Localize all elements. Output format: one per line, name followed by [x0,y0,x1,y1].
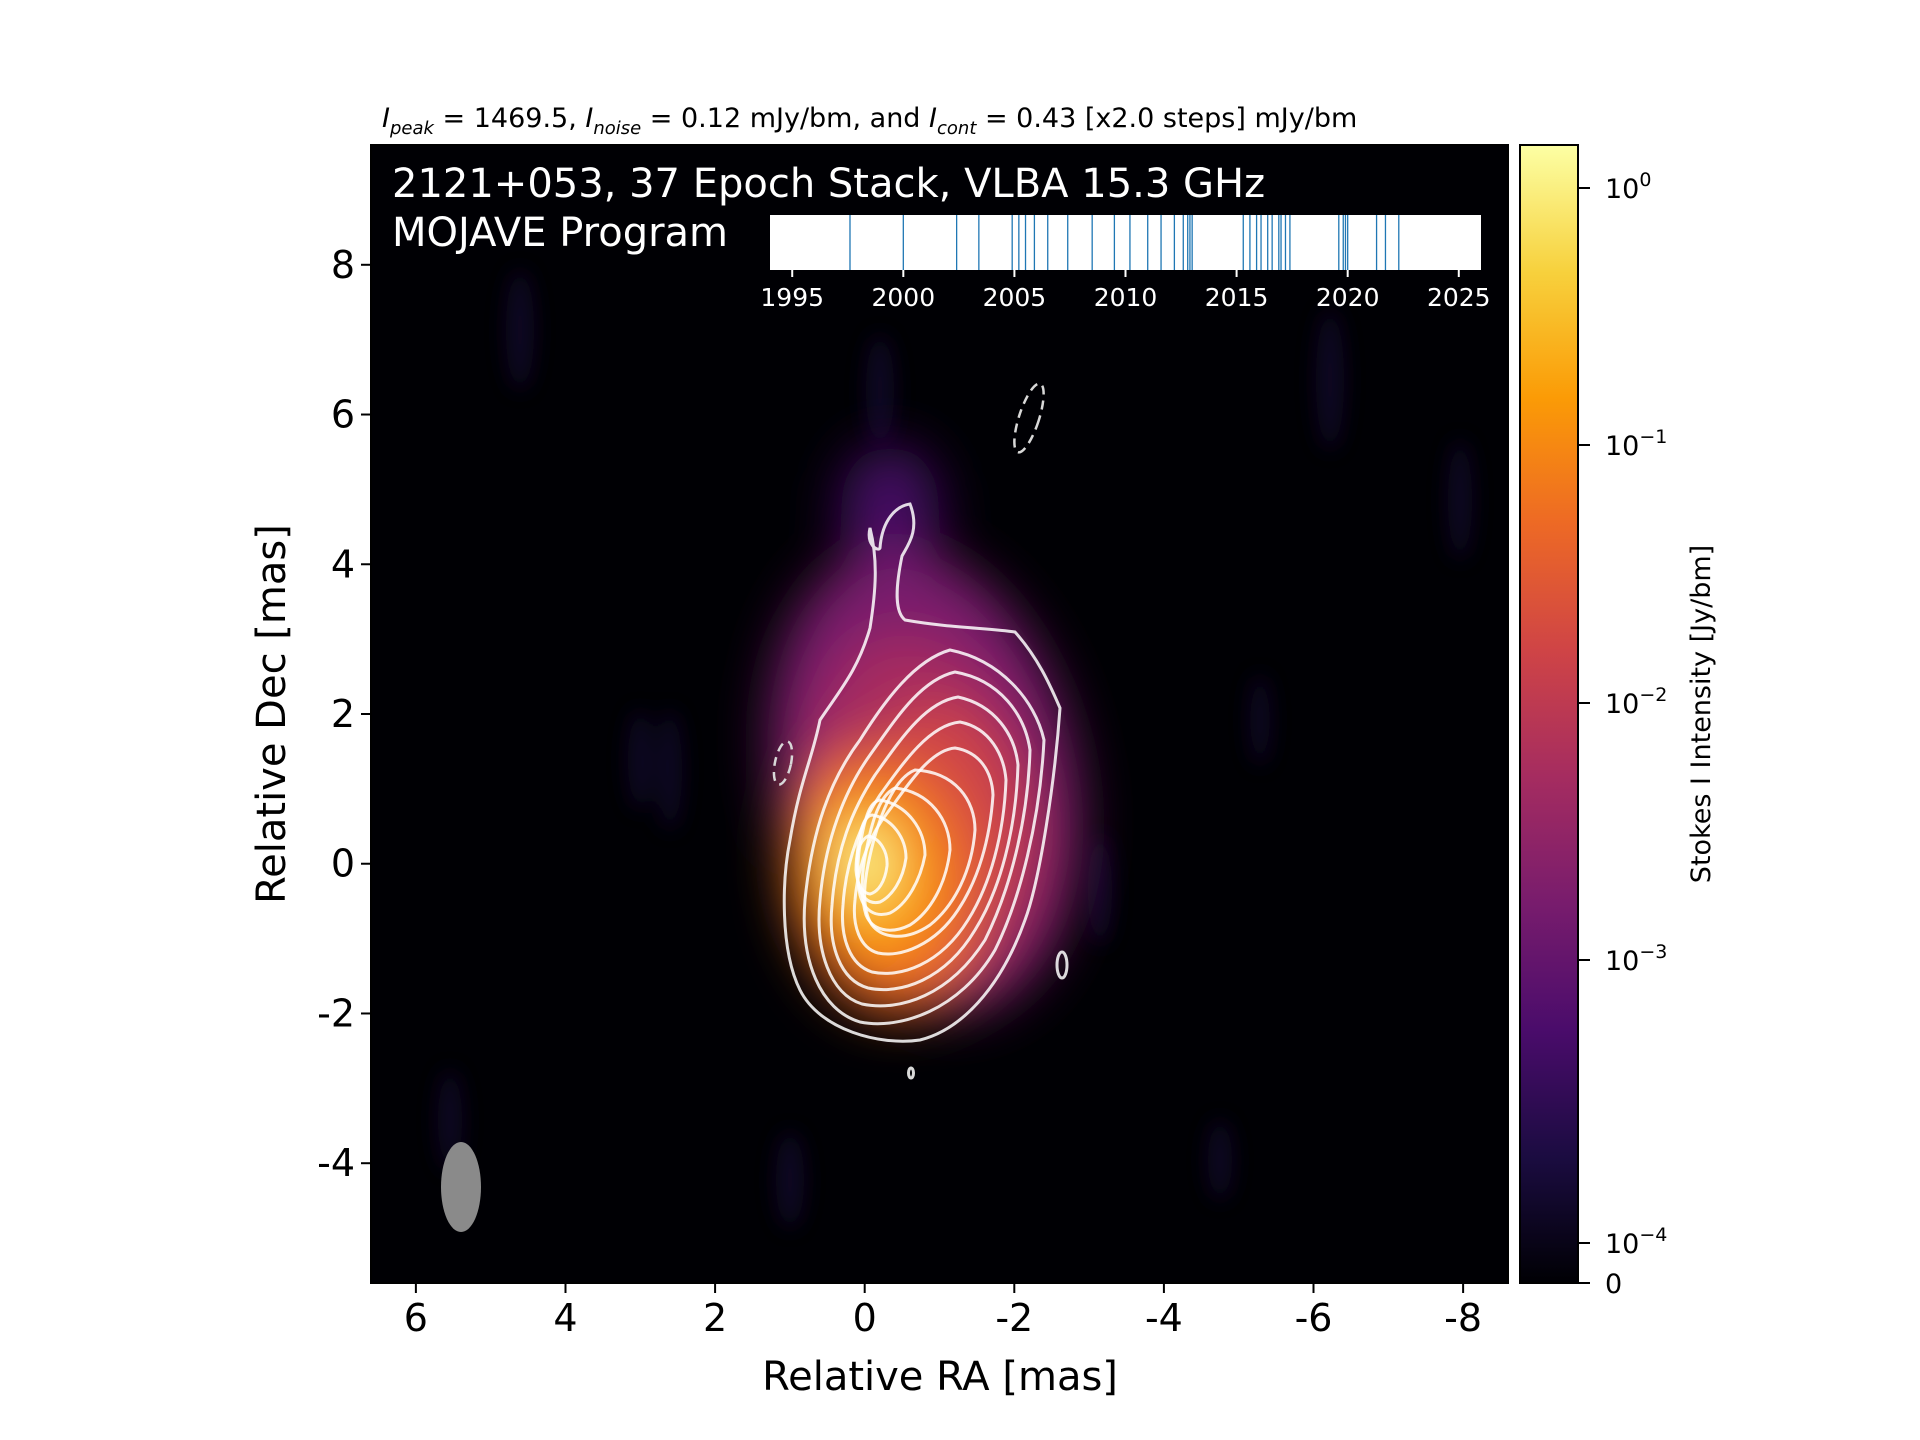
contour-inner [854,834,889,896]
contour [802,648,1046,1026]
x-tick-label: 6 [404,1296,428,1340]
y-tick-label: -4 [317,1141,355,1185]
y-tick-label: 2 [331,692,355,736]
background-noise [438,270,1472,1228]
x-axis-label: Relative RA [mas] [762,1354,1118,1400]
contour [863,768,977,938]
x-tick-label: 2 [703,1296,727,1340]
epoch-axis: 1995 2000 2005 2010 2015 2020 2025 [760,270,1491,312]
epoch-timeline: 1995 2000 2005 2010 2015 2020 2025 [760,215,1491,312]
colorbar-label: Stokes I Intensity [Jy/bm] [1686,545,1717,883]
chart-title-line1: 2121+053, 37 Epoch Stack, VLBA 15.3 GHz [392,161,1265,207]
y-axis: -4 -2 0 2 4 6 8 [317,243,371,1185]
contour-outer [782,502,1062,1043]
contour [855,813,908,905]
contour [852,746,995,956]
x-tick-label: -4 [1145,1296,1183,1340]
epoch-tick-label: 2015 [1205,283,1269,312]
colorbar-gradient [1519,144,1579,1284]
chart-title-line2: MOJAVE Program [392,210,728,256]
colorbar-tick-label: 10−3 [1605,941,1667,977]
colorbar: 100 10−1 10−2 10−3 10−4 0 Stokes I Intensity … [1519,144,1717,1300]
beam-ellipse [441,1142,481,1232]
negative-contour [1013,382,1045,454]
epoch-tick-label: 2010 [1094,283,1158,312]
colorbar-axis: 100 10−1 10−2 10−3 10−4 0 [1578,169,1667,1300]
x-tick-label: -2 [995,1296,1033,1340]
y-axis-label: Relative Dec [mas] [249,524,295,904]
x-axis: 6 4 2 0 -2 -4 -6 -8 [404,1283,1482,1340]
epoch-timeline-box [770,215,1481,270]
y-tick-label: 0 [331,842,355,886]
colorbar-tick-label: 10−4 [1605,1224,1667,1260]
negative-contours [772,382,1045,786]
contour [860,786,952,932]
colorbar-tick-label: 10−2 [1605,684,1667,720]
epoch-tick-label: 2005 [983,283,1047,312]
x-tick-label: 0 [853,1296,877,1340]
negative-contour [772,740,794,786]
contour [817,670,1032,1008]
contour-island [1055,950,1069,980]
colorbar-tick-label: 10−1 [1605,426,1667,462]
x-tick-label: 4 [553,1296,577,1340]
y-tick-label: -2 [317,991,355,1035]
contour [856,798,927,916]
y-tick-label: 4 [331,542,355,586]
epoch-tick-label: 2000 [872,283,936,312]
contour [840,720,1008,975]
plot-header: Ipeak = 1469.5, Inoise = 0.12 mJy/bm, an… [382,103,1357,139]
epoch-tick-label: 2025 [1427,283,1491,312]
image-panel: 2121+053, 37 Epoch Stack, VLBA 15.3 GHz … [370,144,1509,1284]
x-tick-label: -8 [1444,1296,1482,1340]
colorbar-tick-label: 100 [1605,169,1651,205]
contour-island [907,1066,915,1080]
epoch-lines [849,215,1400,270]
y-tick-label: 8 [331,243,355,287]
contour-lines [782,502,1069,1080]
epoch-tick-label: 2020 [1316,283,1380,312]
y-tick-label: 6 [331,393,355,437]
x-tick-label: -6 [1295,1296,1333,1340]
colorbar-tick-label: 0 [1605,1269,1622,1300]
epoch-tick-label: 1995 [760,283,824,312]
contour [829,695,1020,992]
